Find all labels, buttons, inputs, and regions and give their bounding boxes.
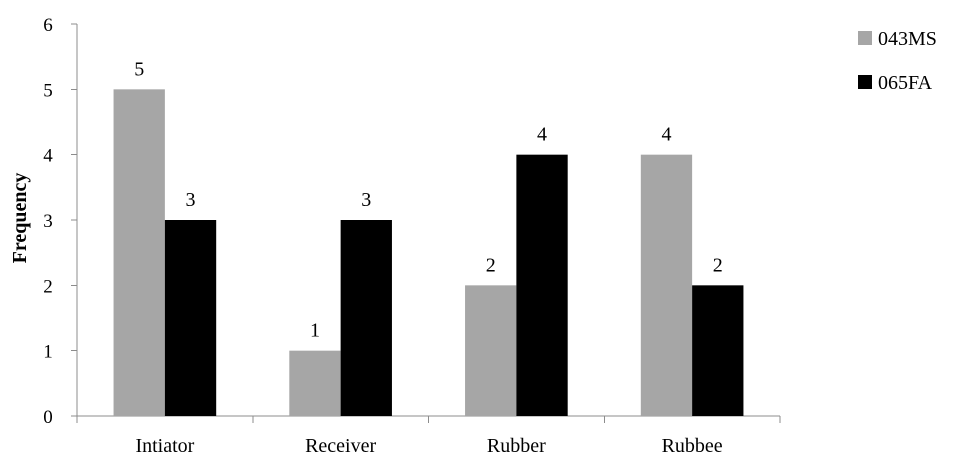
y-tick-label: 2 [43, 276, 53, 297]
y-axis: 0 1 2 3 4 5 6 [43, 15, 78, 428]
data-label: 4 [537, 124, 547, 146]
bar-043MS-intiator [113, 89, 165, 416]
y-axis-label: Frequency [9, 173, 31, 264]
data-label: 2 [486, 254, 496, 276]
bar-065FA-rubber [516, 154, 568, 416]
x-tick-label: Rubber [487, 435, 546, 456]
bar-065FA-rubbee [692, 285, 744, 416]
legend-swatch-043MS [858, 31, 872, 45]
x-tick-label: Intiator [135, 435, 194, 456]
bars [113, 89, 744, 416]
data-label: 5 [134, 58, 144, 80]
y-tick-label: 3 [43, 211, 53, 232]
y-tick-label: 5 [43, 80, 53, 101]
y-tick-label: 6 [43, 15, 53, 36]
data-label: 1 [310, 320, 320, 342]
y-tick-label: 1 [43, 342, 53, 363]
data-label: 3 [186, 189, 196, 211]
data-label: 2 [713, 254, 723, 276]
y-tick-label: 0 [43, 407, 53, 428]
legend-swatch-065FA [858, 75, 872, 89]
bar-043MS-rubber [465, 285, 517, 416]
x-tick-label: Receiver [305, 435, 376, 456]
x-axis: Intiator Receiver Rubber Rubbee [76, 415, 781, 456]
data-label: 3 [361, 189, 371, 211]
bar-043MS-rubbee [640, 154, 693, 416]
bar-065FA-receiver [340, 220, 392, 416]
bar-065FA-intiator [164, 220, 217, 416]
bar-043MS-receiver [289, 350, 341, 416]
legend: 043MS 065FA [858, 28, 937, 94]
legend-label: 065FA [878, 72, 933, 94]
x-tick-label: Rubbee [662, 435, 723, 456]
data-label: 4 [661, 124, 671, 146]
data-labels: 5 3 1 3 2 4 4 2 [134, 58, 723, 341]
y-tick-label: 4 [43, 146, 53, 167]
legend-label: 043MS [878, 28, 937, 50]
